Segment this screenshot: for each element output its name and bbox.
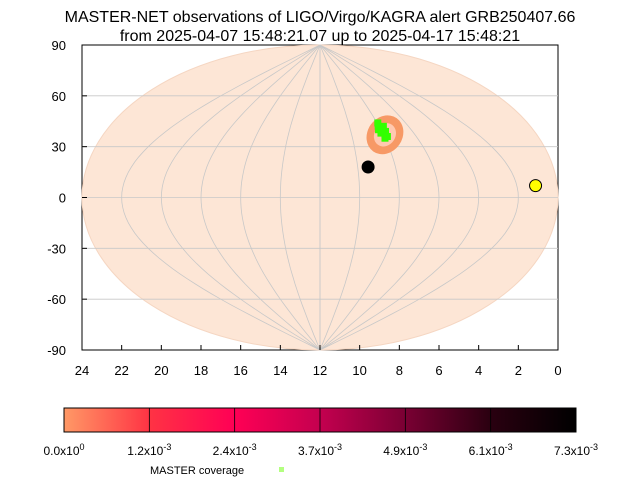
coverage-point <box>374 119 382 127</box>
colorbar-ticks: 0.0x100 1.2x10-3 2.4x10-3 3.7x10-3 4.9x10-3 6… <box>43 408 598 458</box>
x-tick-label: 12 <box>313 363 327 378</box>
x-tick-label: 0 <box>554 363 561 378</box>
x-tick-label: 22 <box>114 363 128 378</box>
coverage-layer <box>374 119 391 142</box>
colorbar-tick-label: 0.0x100 <box>43 442 84 458</box>
legend-swatch <box>279 467 284 472</box>
x-tick-label: 16 <box>233 363 247 378</box>
legend-label: MASTER coverage <box>150 465 244 477</box>
coverage-point <box>382 127 390 135</box>
y-axis-ticks: 90 60 30 0 -30 -60 -90 <box>47 38 87 358</box>
x-tick-label: 8 <box>396 363 403 378</box>
x-tick-label: 18 <box>194 363 208 378</box>
y-tick-label: -60 <box>47 292 66 307</box>
x-tick-label: 2 <box>515 363 522 378</box>
colorbar-tick-label: 3.7x10-3 <box>298 442 342 458</box>
colorbar-tick-label: 7.3x10-3 <box>554 442 598 458</box>
grid-lines <box>82 44 558 351</box>
colorbar-tick-label: 1.2x10-3 <box>127 442 171 458</box>
y-tick-label: 90 <box>52 38 66 53</box>
black-dot-marker <box>361 160 375 174</box>
coverage-point <box>383 133 391 140</box>
y-tick-label: 30 <box>52 140 66 155</box>
yellow-dot-marker <box>529 179 543 193</box>
x-tick-label: 10 <box>352 363 366 378</box>
colorbar-tick-label: 2.4x10-3 <box>213 442 257 458</box>
colorbar-tick-label: 4.9x10-3 <box>383 442 427 458</box>
y-tick-label: -30 <box>47 241 66 256</box>
chart-title-line2: from 2025-04-07 15:48:21.07 up to 2025-0… <box>120 28 520 45</box>
y-tick-label: 0 <box>59 191 66 206</box>
x-tick-label: 24 <box>75 363 89 378</box>
markers-layer <box>361 160 543 193</box>
colorbar-tick-label: 6.1x10-3 <box>469 442 513 458</box>
chart-title-line1: MASTER-NET observations of LIGO/Virgo/KA… <box>65 9 576 26</box>
x-tick-label: 4 <box>475 363 482 378</box>
y-tick-label: 60 <box>52 89 66 104</box>
coverage-point <box>378 126 386 134</box>
x-tick-label: 20 <box>154 363 168 378</box>
x-tick-label: 6 <box>435 363 442 378</box>
y-tick-label: -90 <box>47 343 66 358</box>
x-axis-ticks: 24 22 20 18 16 14 12 10 8 6 4 2 0 <box>75 345 562 378</box>
x-tick-label: 14 <box>273 363 287 378</box>
